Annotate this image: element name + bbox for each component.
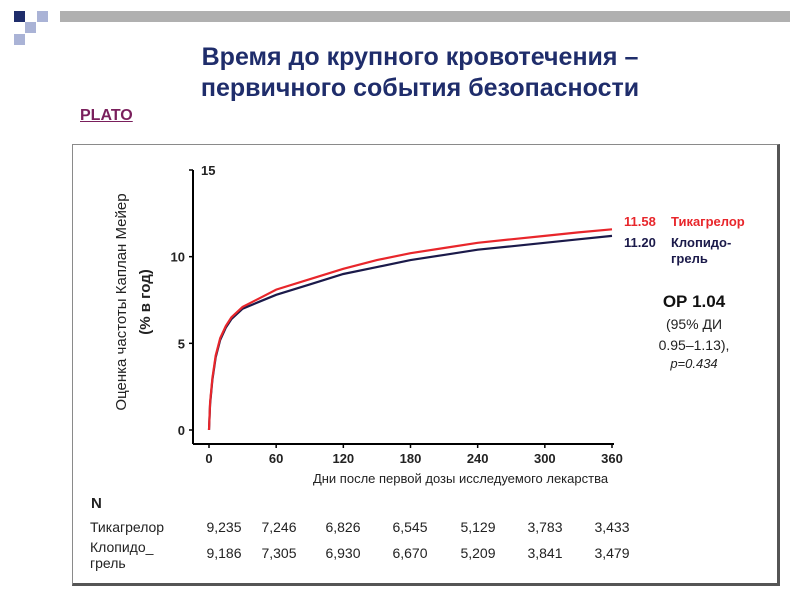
risk-table-header: N bbox=[91, 495, 102, 512]
risk-cell-1-3: 6,670 bbox=[392, 545, 427, 561]
series-end-value-0: 11.58 bbox=[624, 214, 656, 229]
risk-cell-0-6: 3,433 bbox=[594, 519, 629, 535]
risk-cell-1-5: 3,841 bbox=[527, 545, 562, 561]
decor-square-4 bbox=[14, 34, 25, 45]
x-tick-label-360: 360 bbox=[601, 451, 623, 466]
risk-cell-1-2: 6,930 bbox=[325, 545, 360, 561]
y-tick-label-15: 15 bbox=[201, 163, 215, 178]
x-axis-label: Дни после первой дозы исследуемого лекар… bbox=[313, 471, 609, 486]
series-line-1 bbox=[207, 234, 613, 431]
series-label-1-line-2: грель bbox=[671, 251, 708, 266]
y-axis-label-line-2: (% в год) bbox=[137, 269, 154, 334]
decor-square-3 bbox=[25, 22, 36, 33]
risk-cell-0-5: 3,783 bbox=[527, 519, 562, 535]
chart-frame bbox=[72, 144, 780, 586]
y-tick-label-5: 5 bbox=[178, 336, 185, 351]
decor-square-2 bbox=[37, 11, 48, 22]
hr-ci-line-1: (95% ДИ bbox=[666, 316, 722, 332]
slide-title: Время до крупного кровотечения – первичн… bbox=[100, 42, 740, 104]
x-tick-label-0: 0 bbox=[205, 451, 212, 466]
slide-title-line-2: первичного события безопасности bbox=[200, 74, 640, 102]
risk-cell-1-4: 5,209 bbox=[460, 545, 495, 561]
plato-link[interactable]: PLATO bbox=[80, 107, 133, 124]
x-tick-label-120: 120 bbox=[332, 451, 354, 466]
risk-cell-0-2: 6,826 bbox=[325, 519, 360, 535]
risk-row-label-1-line-2: грель bbox=[90, 555, 126, 571]
series-label-0: Тикагрелор bbox=[671, 214, 745, 229]
risk-cell-0-1: 7,246 bbox=[261, 519, 296, 535]
risk-cell-1-6: 3,479 bbox=[594, 545, 629, 561]
hr-p-value: p=0.434 bbox=[669, 356, 717, 371]
decor-squares bbox=[0, 0, 60, 50]
decor-square-1 bbox=[14, 11, 25, 22]
risk-row-label-0-line-1: Тикагрелор bbox=[90, 519, 164, 535]
risk-cell-0-0: 9,235 bbox=[206, 519, 241, 535]
risk-cell-0-3: 6,545 bbox=[392, 519, 427, 535]
slide-title-line-1: Время до крупного кровотечения – bbox=[201, 43, 639, 71]
series-label-1-line-1: Клопидо- bbox=[671, 235, 731, 250]
x-tick-label-300: 300 bbox=[534, 451, 556, 466]
x-tick-label-240: 240 bbox=[467, 451, 489, 466]
hr-ci-line-2: 0.95–1.13), bbox=[659, 337, 730, 353]
x-tick-label-180: 180 bbox=[400, 451, 422, 466]
y-axis-label-line-1: Оценка частоты Каплан Мейер bbox=[113, 193, 130, 410]
series-end-value-1: 11.20 bbox=[624, 235, 656, 250]
top-decor-bar bbox=[60, 11, 790, 22]
risk-cell-1-1: 7,305 bbox=[261, 545, 296, 561]
hr-value: ОР 1.04 bbox=[663, 292, 726, 311]
risk-cell-0-4: 5,129 bbox=[460, 519, 495, 535]
x-tick-label-60: 60 bbox=[269, 451, 283, 466]
y-tick-label-0: 0 bbox=[178, 423, 185, 438]
series-line-0 bbox=[207, 228, 613, 431]
risk-row-label-1-line-1: Клопидо_ bbox=[90, 539, 154, 555]
risk-cell-1-0: 9,186 bbox=[206, 545, 241, 561]
y-tick-label-10: 10 bbox=[171, 250, 185, 265]
